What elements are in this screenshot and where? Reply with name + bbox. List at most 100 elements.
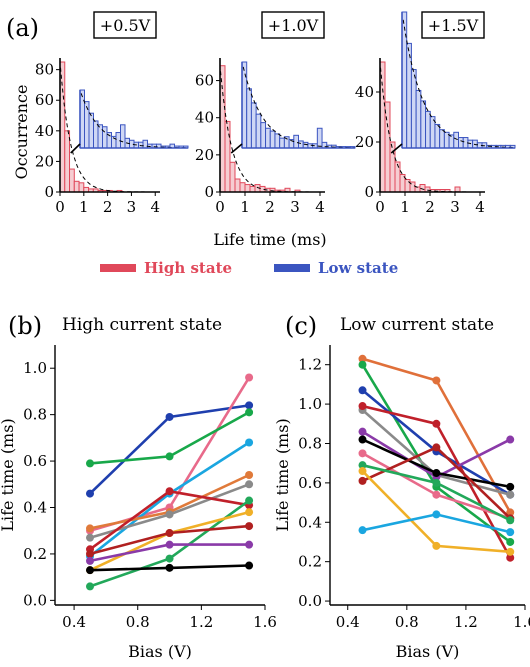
low-state-bar [142,139,148,149]
series-point [432,419,441,428]
x-tick-label: 1 [240,198,250,216]
y-tick-label: 20 [195,146,214,164]
bias-label: +1.0V [268,16,319,35]
series-point [86,566,94,575]
low-state-bar [293,134,299,149]
y-tick-label: 0.6 [298,474,322,492]
series-point [86,459,94,468]
bias-label-box [421,11,485,39]
y-tick-label: 40 [355,83,374,101]
series-point [506,490,515,499]
low-state-bar [316,127,323,149]
y-axis-label: Life time (ms) [0,418,17,531]
bias-label: +1.5V [428,16,479,35]
high-state-fit [60,67,157,193]
low-state-bar [250,102,257,149]
series-point [506,553,515,562]
y-tick-label: 0.0 [298,592,322,610]
high-state-bar [384,101,391,193]
x-tick-label: 2 [265,198,275,216]
series-point [165,554,174,563]
series-point [165,487,174,496]
series-point [358,476,367,485]
x-axis-label: Bias (V) [396,642,460,661]
x-tick-label: 2 [425,198,435,216]
series-point [432,376,441,385]
bias-label-box [261,11,325,39]
x-tick-label: 0 [55,198,65,216]
series-point [245,401,254,410]
high-state-bar [64,130,71,193]
low-state-bar [467,139,474,149]
series-point [432,510,441,519]
y-tick-label: 40 [195,109,214,127]
x-tick-label: 1.6 [513,613,530,631]
low-state-bar [425,110,431,149]
low-state-bar [269,130,276,149]
y-axis-label: Life time (ms) [273,418,292,531]
low-state-bar [84,101,90,149]
y-tick-label: 0.2 [23,545,47,563]
series-point [506,508,515,517]
low-state-bar [102,126,108,149]
low-state-bar [265,127,271,149]
series-point [86,533,94,542]
low-state-bar [246,88,252,149]
series-point [245,522,254,531]
low-state-bar [434,123,441,149]
inset-connector [70,143,81,154]
legend-swatch-low [274,264,310,272]
x-tick-label: 0.8 [395,613,419,631]
x-tick-label: 1.2 [189,613,213,631]
series-point [245,496,254,505]
high-state-fit [220,71,322,193]
series-point [358,354,367,363]
low-state-bar [458,137,464,149]
high-state-bar [404,179,411,193]
low-state-bar [279,137,285,149]
x-tick-label: 3 [290,198,300,216]
low-state-bar [420,100,427,149]
x-tick-label: 0.4 [62,613,86,631]
series-point [506,516,515,525]
y-tick-label: 0.8 [23,406,47,424]
y-tick-label: 0 [44,183,54,201]
series-point [506,435,515,444]
series-point [245,373,254,382]
series-point [165,412,174,421]
series-point [86,556,94,565]
low-state-bar [97,124,103,149]
series-point [506,482,515,491]
x-tick-label: 3 [450,198,460,216]
high-state-bar [229,161,236,193]
y-tick-label: 80 [35,61,54,79]
low-state-bar [453,131,459,149]
x-tick-label: 1 [79,198,89,216]
series-point [165,529,174,538]
high-state-bar [73,180,80,193]
low-state-fit [242,66,355,149]
series-point [432,490,441,499]
series-point [245,561,254,570]
x-tick-label: 1.6 [253,613,277,631]
low-state-bar [274,133,281,149]
series-point [245,540,254,549]
series-point [245,508,254,517]
high-state-bar [239,182,246,193]
low-state-fit [402,19,515,148]
x-axis-label: Bias (V) [128,642,192,661]
high-state-bar [78,182,85,193]
series-point [506,528,515,537]
low-state-bar [415,89,422,149]
low-state-bar [448,134,455,149]
y-tick-label: 0.4 [23,499,47,517]
series-point [86,582,94,591]
inset-connector [230,143,243,154]
y-tick-label: 20 [355,133,374,151]
low-state-bar [88,112,94,149]
low-state-bar [298,140,304,149]
x-tick-label: 4 [315,198,325,216]
legend-label-low: Low state [318,259,398,277]
panel-title-c: Low current state [340,315,494,335]
